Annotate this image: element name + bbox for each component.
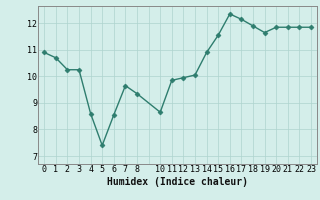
X-axis label: Humidex (Indice chaleur): Humidex (Indice chaleur)	[107, 177, 248, 187]
